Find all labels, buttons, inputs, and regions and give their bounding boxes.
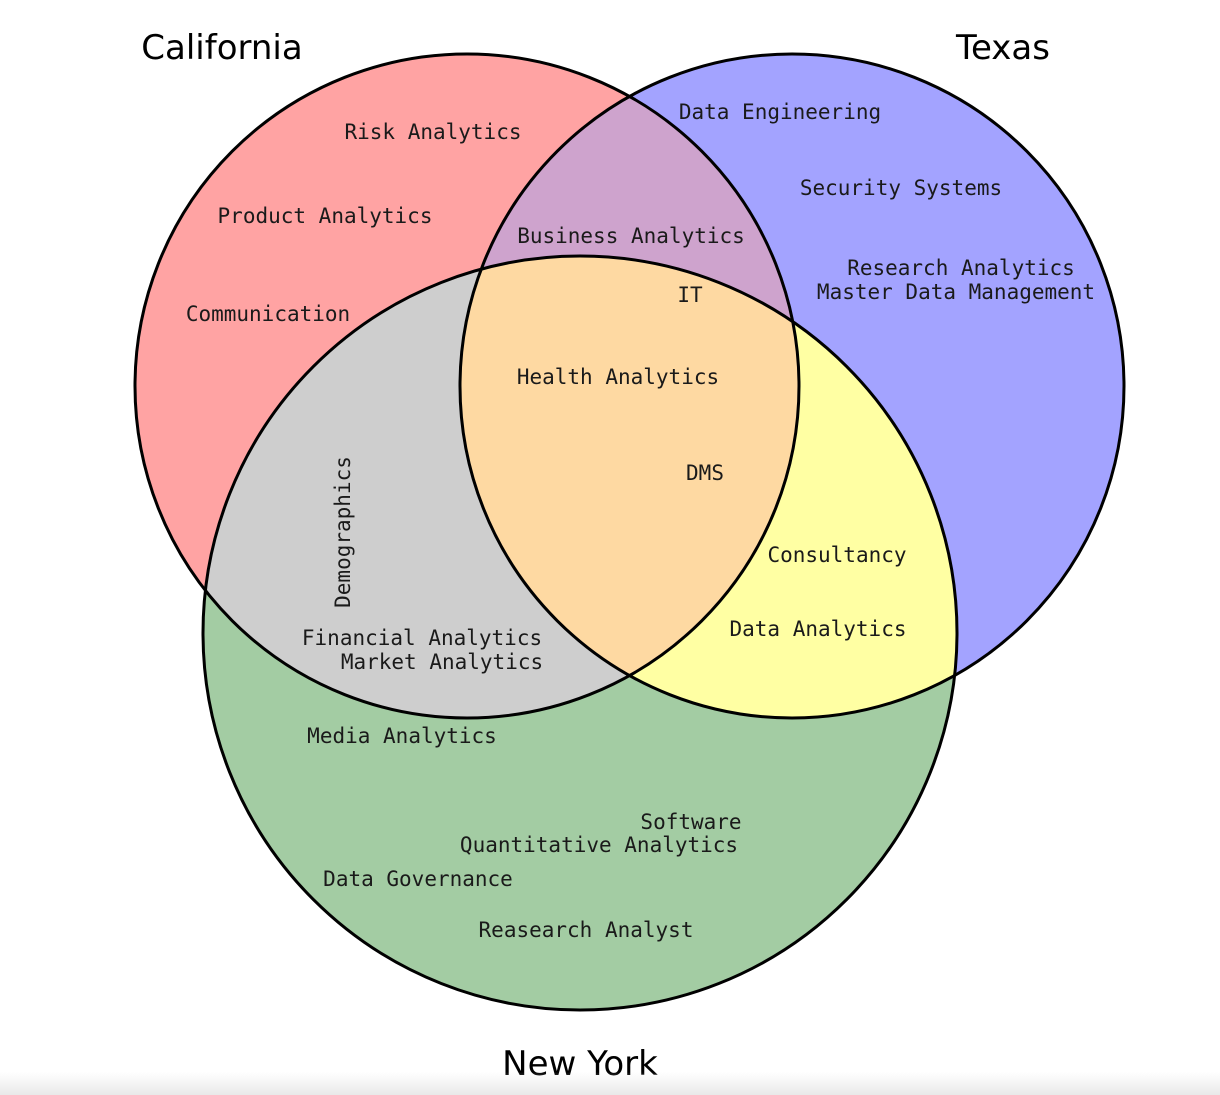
texas-item: Security Systems [800,176,1002,200]
texas-item: Research Analytics [847,256,1075,280]
all-three-item: DMS [686,461,724,485]
texas-new-york-item: Data Analytics [729,617,906,641]
texas-title: Texas [955,28,1050,68]
bottom-edge-shadow [0,1072,1220,1095]
california-new-york-item: Demographics [331,456,355,608]
california-texas-item: Business Analytics [517,224,745,248]
new-york-item: Data Governance [323,867,513,891]
new-york-item: Quantitative Analytics [460,833,738,857]
texas-circle-outline [458,52,1126,720]
california-item: Product Analytics [218,204,433,228]
new-york-item: Media Analytics [307,724,497,748]
california-item: Communication [186,302,350,326]
california-new-york-item: Financial Analytics [302,626,542,650]
new-york-item: Reasearch Analyst [479,918,694,942]
california-texas-item: IT [677,283,703,307]
california-circle-outline [133,52,801,720]
texas-item: Master Data Management [817,280,1095,304]
all-three-overlap [460,256,799,718]
new-york-circle-outline [201,254,959,1012]
california-item: Risk Analytics [344,120,521,144]
new-york-item: Software [640,810,741,834]
all-three-item: Health Analytics [517,365,719,389]
texas-item: Data Engineering [679,100,881,124]
texas-new-york-item: Consultancy [767,543,906,567]
california-title: California [141,28,302,68]
california-new-york-item: Market Analytics [341,650,543,674]
